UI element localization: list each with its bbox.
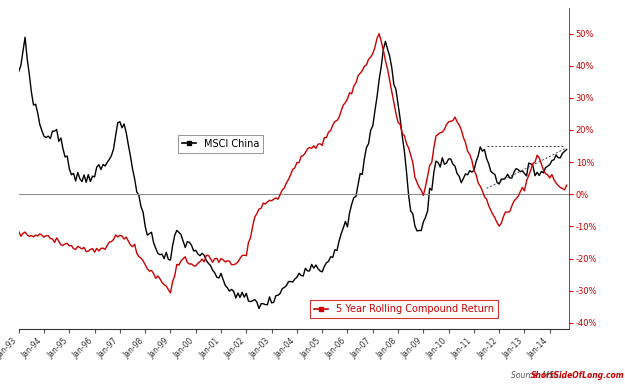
Text: Source: MSCI,: Source: MSCI, — [511, 371, 566, 380]
Legend: MSCI China: MSCI China — [177, 135, 263, 152]
Legend: 5 Year Rolling Compound Return: 5 Year Rolling Compound Return — [310, 300, 498, 318]
Text: ShortSideOfLong.com: ShortSideOfLong.com — [531, 371, 624, 380]
